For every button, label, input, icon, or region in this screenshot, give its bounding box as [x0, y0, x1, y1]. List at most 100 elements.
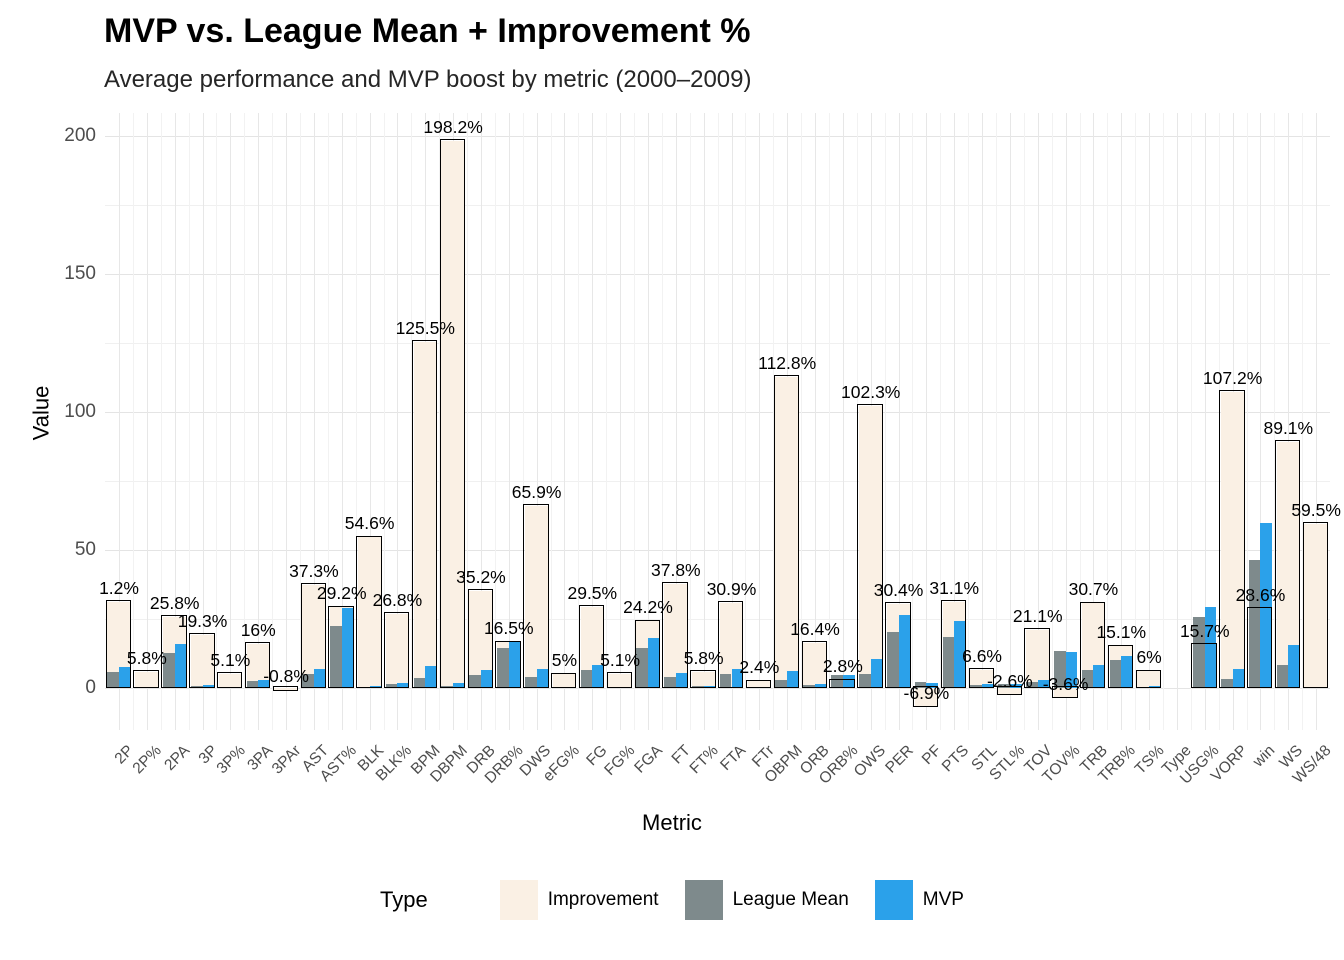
- gridline-minor-v: [1135, 113, 1137, 730]
- gridline-major-v: [1037, 113, 1039, 730]
- gridline-minor-v: [856, 113, 858, 730]
- bar-improvement-FT: [664, 583, 688, 688]
- y-tick-label: 0: [85, 677, 96, 698]
- bar-improvement-outline-3P: [189, 633, 215, 689]
- improvement-label-PER: 30.4%: [873, 580, 924, 601]
- bar-league-mean-STL%: [998, 683, 1010, 688]
- bar-improvement-outline-WS: [1274, 440, 1301, 689]
- improvement-label-eFG%: 5%: [551, 650, 578, 671]
- x-tick-label-FTA: FTA: [717, 742, 750, 774]
- improvement-label-TOV: 21.1%: [1012, 605, 1063, 626]
- bar-improvement-outline-AST%: [328, 605, 354, 689]
- improvement-label-BLK: 54.6%: [344, 513, 395, 534]
- bar-improvement-FTr: [747, 681, 772, 688]
- gridline-major-v: [759, 113, 761, 730]
- gridline-major-v: [592, 113, 594, 730]
- gridline-minor-v: [132, 113, 134, 730]
- gridline-minor-v: [1218, 113, 1220, 730]
- gridline-minor-v: [522, 113, 524, 730]
- bar-improvement-outline-3P%: [216, 672, 243, 689]
- gridline-major-v: [1260, 113, 1262, 730]
- gridline-minor-v: [272, 113, 274, 730]
- bar-improvement-outline-ORB%: [829, 678, 855, 689]
- improvement-label-DRB%: 16.5%: [483, 618, 534, 639]
- bar-mvp-BLK: [369, 685, 382, 688]
- bar-league-mean-DRB%: [497, 647, 509, 688]
- bar-mvp-ORB%: [842, 675, 855, 688]
- gridline-minor-v: [717, 113, 719, 730]
- x-tick-label-2PA: 2PA: [160, 742, 193, 774]
- legend: Type Improvement League Mean MVP: [0, 880, 1344, 920]
- bar-improvement-outline-TRB%: [1107, 644, 1134, 689]
- bar-mvp-FGA: [647, 638, 660, 688]
- gridline-minor-v: [1274, 113, 1276, 730]
- improvement-label-ORB%: 2.8%: [822, 656, 863, 677]
- improvement-label-3PA: 16%: [240, 619, 276, 640]
- bar-improvement-outline-ORB: [801, 641, 827, 689]
- bar-improvement-3PA: [246, 643, 270, 688]
- bar-improvement-AST: [302, 585, 326, 688]
- improvement-label-3P: 19.3%: [177, 610, 228, 631]
- bar-mvp-TRB%: [1121, 655, 1133, 688]
- bar-league-mean-PTS: [942, 636, 955, 688]
- bar-mvp-DRB%: [508, 641, 521, 688]
- bar-mvp-BLK%: [397, 682, 410, 688]
- bar-improvement-2P: [107, 601, 131, 688]
- gridline-major-v: [1093, 113, 1095, 730]
- bar-mvp-FT: [675, 672, 688, 688]
- gridline-minor-v: [801, 113, 803, 730]
- bar-improvement-FTA: [719, 602, 744, 688]
- bar-improvement-ORB%: [831, 680, 855, 688]
- bar-mvp-STL: [982, 684, 994, 688]
- bar-improvement-STL%: [998, 688, 1022, 696]
- x-axis-title: Metric: [642, 810, 702, 835]
- gridline-minor-v: [1246, 113, 1248, 730]
- y-tick-label: 100: [64, 401, 96, 422]
- bar-league-mean-ORB: [803, 684, 815, 688]
- gridline-major-v: [536, 113, 538, 730]
- bar-improvement-DRB: [469, 590, 493, 688]
- gridline-major-v: [1149, 113, 1151, 730]
- improvement-label-TRB: 30.7%: [1068, 579, 1119, 600]
- bar-improvement-3P: [190, 634, 215, 688]
- bar-improvement-outline-FT: [662, 581, 688, 689]
- improvement-label-OBPM: 112.8%: [758, 352, 817, 373]
- bar-mvp-FTA: [731, 669, 744, 688]
- bar-improvement-outline-FG: [578, 604, 605, 689]
- y-tick-label: 150: [64, 263, 96, 284]
- gridline-minor-v: [773, 113, 775, 730]
- gridline-minor-v: [1023, 113, 1025, 730]
- x-tick-label-3P%: 3P%: [213, 742, 249, 778]
- gridline-minor-v: [383, 113, 385, 730]
- x-tick-label-FGA: FGA: [631, 742, 667, 777]
- bar-league-mean-OBPM: [775, 679, 788, 688]
- bar-improvement-outline-STL: [968, 668, 995, 689]
- bar-mvp-AST%: [341, 607, 354, 688]
- gridline-minor-v: [244, 113, 246, 730]
- bar-improvement-ORB: [803, 642, 827, 688]
- improvement-label-AST: 37.3%: [289, 561, 339, 582]
- gridline-minor-v: [160, 113, 162, 730]
- gridline-minor-v: [494, 113, 496, 730]
- improvement-label-DBPM: 198.2%: [423, 116, 483, 137]
- bar-mvp-2P: [119, 666, 131, 688]
- improvement-label-STL: 6.6%: [962, 645, 1002, 666]
- improvement-label-USG%: 15.7%: [1179, 620, 1230, 641]
- bar-improvement-outline-DWS: [523, 504, 549, 689]
- improvement-label-TRB%: 15.1%: [1096, 622, 1147, 643]
- gridline-minor-v: [188, 113, 190, 730]
- bar-mvp-STL%: [1009, 683, 1022, 688]
- improvement-label-TS%: 6%: [1136, 647, 1162, 668]
- bar-mvp-WS: [1288, 645, 1300, 688]
- bar-improvement-outline-2P%: [133, 670, 159, 689]
- bar-league-mean-TRB%: [1109, 660, 1122, 688]
- bar-league-mean-USG%: [1193, 617, 1205, 688]
- bar-mvp-ORB: [815, 684, 827, 688]
- bar-league-mean-BLK%: [385, 683, 398, 688]
- improvement-label-OWS: 102.3%: [841, 381, 901, 402]
- gridline-major-v: [119, 113, 121, 730]
- gridline-major-v: [174, 113, 176, 730]
- gridline-minor-h: [105, 205, 1331, 206]
- x-tick-label-PER: PER: [882, 742, 917, 777]
